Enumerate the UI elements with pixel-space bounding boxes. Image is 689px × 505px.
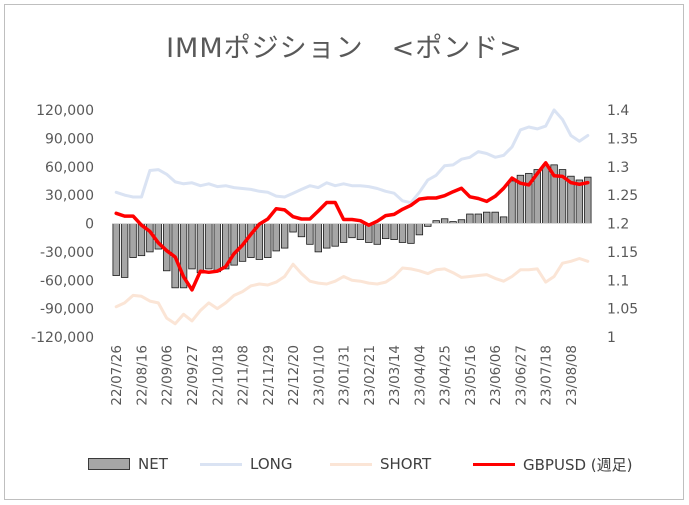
net-bar: [306, 223, 314, 245]
legend: NET LONG SHORT GBPUSD (週足): [0, 452, 689, 476]
net-bar: [247, 223, 255, 258]
net-bar: [205, 223, 213, 270]
x-tick-label: 23/06/06: [488, 345, 504, 406]
legend-item-net: NET: [88, 452, 168, 476]
left-axis: 120,000 90,000 60,000 30,000 0 -30,000 -60,000…: [31, 103, 94, 346]
legend-item-short: SHORT: [330, 452, 431, 476]
net-bar: [213, 223, 221, 273]
left-tick-label: 90,000: [45, 131, 94, 147]
net-bar: [339, 223, 348, 243]
right-tick-label: 1.2: [607, 217, 629, 233]
x-tick-label: 22/11/29: [261, 345, 277, 406]
series-lines: [114, 108, 590, 326]
net-bar: [348, 223, 356, 239]
net-bar: [407, 223, 415, 244]
right-tick-label: 1.3: [607, 160, 629, 176]
x-tick-label: 23/03/14: [387, 345, 403, 406]
net-bar: [466, 213, 474, 224]
gbpusd-line: [114, 161, 590, 292]
right-tick-label: 1.4: [607, 103, 629, 119]
right-tick-label: 1.15: [607, 245, 638, 261]
net-bar: [499, 216, 508, 224]
net-bar: [415, 223, 424, 236]
legend-item-gbpusd: GBPUSD (週足): [473, 452, 632, 476]
net-bar: [112, 223, 120, 276]
net-bar: [272, 223, 280, 252]
x-tick-label: 23/01/10: [311, 345, 327, 406]
left-tick-label: 0: [85, 217, 94, 233]
legend-label-net: NET: [138, 455, 168, 473]
legend-label-short: SHORT: [380, 455, 432, 473]
right-tick-label: 1: [607, 330, 616, 346]
long-line: [114, 108, 590, 205]
left-tick-label: -120,000: [31, 330, 94, 346]
net-bar: [491, 211, 499, 224]
x-tick-label: 22/11/08: [236, 345, 252, 406]
legend-swatch-gbpusd: [473, 462, 515, 466]
right-tick-label: 1.35: [607, 131, 638, 147]
right-axis: 1.4 1.35 1.3 1.25 1.2 1.15 1.1 1.05 1: [607, 103, 638, 346]
x-tick-label: 23/02/21: [362, 345, 378, 406]
x-tick-label: 23/07/18: [539, 345, 555, 406]
x-tick-label: 22/09/27: [185, 345, 201, 406]
net-bar: [289, 223, 297, 233]
net-bar: [474, 213, 483, 224]
left-tick-label: 30,000: [45, 188, 94, 204]
legend-swatch-net: [88, 458, 130, 470]
net-bar: [297, 223, 306, 238]
left-tick-label: -30,000: [40, 245, 94, 261]
x-tick-label: 22/09/06: [160, 345, 176, 406]
x-tick-label: 23/06/27: [513, 345, 529, 406]
net-bar: [575, 179, 584, 224]
x-tick-label: 22/08/16: [134, 345, 150, 406]
net-bar: [323, 223, 331, 249]
left-tick-label: 60,000: [45, 160, 94, 176]
legend-swatch-long: [200, 462, 242, 466]
x-tick-label: 23/04/04: [412, 345, 428, 406]
x-axis: 22/07/26 22/08/16 22/09/06 22/09/27 22/10/18…: [109, 345, 580, 406]
net-bar: [188, 223, 196, 270]
net-bar: [381, 223, 390, 240]
short-line: [114, 257, 590, 326]
net-bar: [314, 223, 323, 253]
net-bar: [457, 219, 466, 224]
net-bar: [356, 223, 365, 240]
left-tick-label: 120,000: [36, 103, 94, 119]
net-bar: [120, 223, 129, 278]
net-bar: [331, 223, 339, 247]
x-tick-label: 23/04/25: [438, 345, 454, 406]
net-bar: [280, 223, 289, 249]
legend-swatch-short: [330, 462, 372, 466]
net-bar: [440, 218, 449, 224]
net-bar: [508, 180, 516, 224]
net-bar: [390, 223, 398, 240]
net-bar: [483, 211, 491, 224]
x-tick-label: 23/01/31: [337, 345, 353, 406]
net-bar: [542, 164, 550, 224]
legend-item-long: LONG: [200, 452, 292, 476]
right-tick-label: 1.25: [607, 188, 638, 204]
chart-title: IMMポジション <ポンド>: [166, 33, 523, 64]
net-bar: [398, 223, 407, 243]
left-tick-label: -90,000: [40, 302, 94, 318]
right-tick-label: 1.1: [607, 273, 629, 289]
net-bar: [373, 223, 381, 245]
x-tick-label: 22/12/20: [286, 345, 302, 406]
left-tick-label: -60,000: [40, 273, 94, 289]
net-bar: [264, 223, 272, 258]
legend-label-gbpusd: GBPUSD (週足): [523, 455, 633, 474]
x-tick-label: 22/07/26: [109, 345, 125, 406]
x-tick-label: 23/05/16: [463, 345, 479, 406]
legend-label-long: LONG: [250, 455, 293, 473]
x-tick-label: 22/10/18: [210, 345, 226, 406]
net-bar: [196, 223, 205, 274]
x-tick-label: 23/08/08: [564, 345, 580, 406]
right-tick-label: 1.05: [607, 302, 638, 318]
net-bar: [129, 223, 137, 258]
